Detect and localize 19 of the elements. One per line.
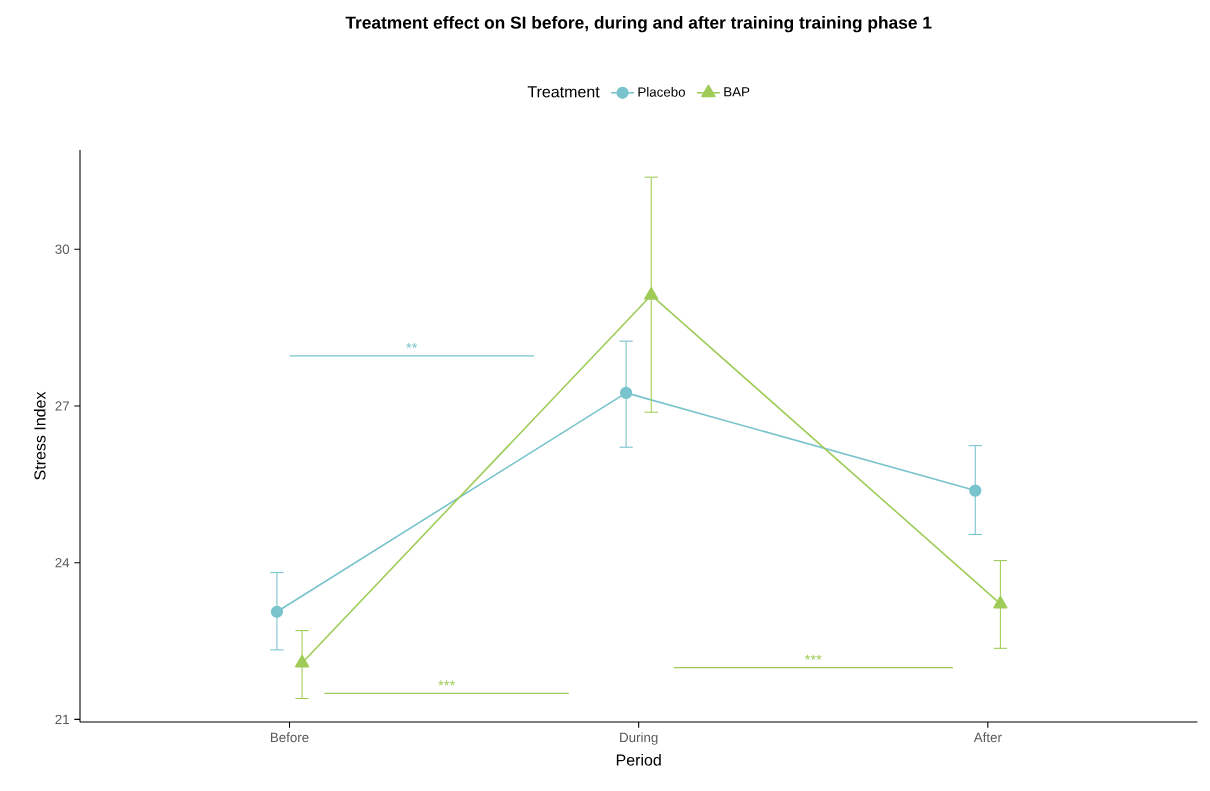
point xyxy=(270,605,284,618)
y-tick-label: 30 xyxy=(55,244,70,254)
x-tick-label: After xyxy=(973,732,1002,743)
y-axis-title: Stress Index xyxy=(33,391,46,480)
legend-label: Placebo xyxy=(638,86,686,97)
x-tick-label: During xyxy=(620,732,658,745)
legend-title: Treatment xyxy=(527,86,600,98)
legend-label: BAP xyxy=(724,87,750,97)
chart-title: Treatment effect on SI before, during and after training training phase 1 xyxy=(345,16,932,33)
point xyxy=(619,386,633,400)
annotation: ** xyxy=(406,342,418,349)
y-tick-label: 27 xyxy=(55,401,69,411)
y-tick-label: 24 xyxy=(55,558,70,568)
x-axis-title: Period xyxy=(616,753,661,766)
x-tick-label: Before xyxy=(270,732,309,743)
y-tick-label: 21 xyxy=(55,714,69,725)
annotation: *** xyxy=(804,654,822,660)
annotation: *** xyxy=(438,680,455,686)
point xyxy=(969,484,982,497)
